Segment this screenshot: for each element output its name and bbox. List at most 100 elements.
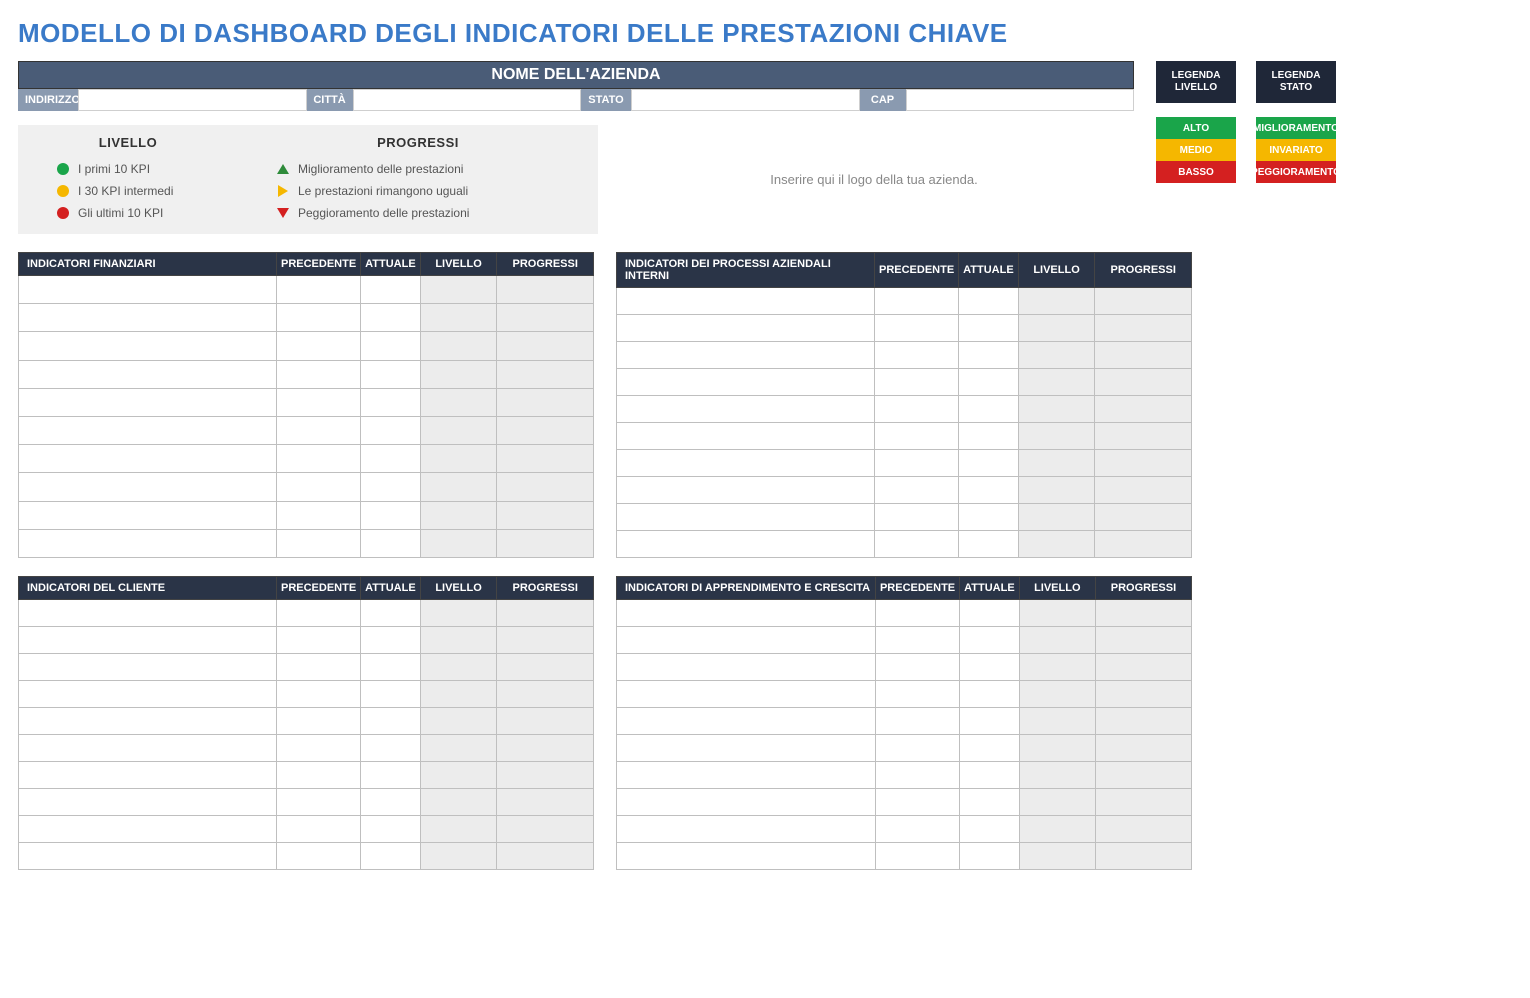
cell-curr[interactable] [959, 477, 1019, 504]
input-state[interactable] [631, 89, 860, 111]
cell-prev[interactable] [276, 304, 360, 332]
cell-prev[interactable] [874, 450, 958, 477]
cell-curr[interactable] [361, 627, 421, 654]
cell-prev[interactable] [875, 843, 959, 870]
cell-name[interactable] [617, 681, 876, 708]
cell-curr[interactable] [361, 816, 421, 843]
cell-name[interactable] [617, 654, 876, 681]
cell-name[interactable] [617, 735, 876, 762]
cell-prev[interactable] [276, 681, 360, 708]
cell-prev[interactable] [276, 843, 360, 870]
cell-prev[interactable] [276, 762, 360, 789]
cell-prev[interactable] [276, 473, 360, 501]
cell-prev[interactable] [874, 504, 958, 531]
input-zip[interactable] [906, 89, 1135, 111]
cell-name[interactable] [617, 315, 875, 342]
cell-prev[interactable] [875, 681, 959, 708]
cell-prev[interactable] [874, 315, 958, 342]
cell-curr[interactable] [361, 360, 421, 388]
cell-prev[interactable] [276, 445, 360, 473]
cell-name[interactable] [19, 501, 277, 529]
cell-curr[interactable] [361, 735, 421, 762]
cell-prev[interactable] [874, 477, 958, 504]
cell-curr[interactable] [959, 423, 1019, 450]
cell-curr[interactable] [960, 843, 1020, 870]
cell-prev[interactable] [276, 789, 360, 816]
cell-name[interactable] [617, 816, 876, 843]
cell-prev[interactable] [276, 816, 360, 843]
cell-curr[interactable] [960, 600, 1020, 627]
cell-prev[interactable] [276, 654, 360, 681]
cell-curr[interactable] [959, 315, 1019, 342]
cell-curr[interactable] [960, 816, 1020, 843]
cell-name[interactable] [617, 342, 875, 369]
cell-curr[interactable] [361, 388, 421, 416]
cell-name[interactable] [19, 735, 277, 762]
cell-prev[interactable] [276, 708, 360, 735]
cell-name[interactable] [19, 843, 277, 870]
cell-name[interactable] [19, 681, 277, 708]
cell-prev[interactable] [276, 360, 360, 388]
cell-prev[interactable] [276, 416, 360, 444]
cell-curr[interactable] [361, 416, 421, 444]
cell-name[interactable] [19, 332, 277, 360]
cell-curr[interactable] [361, 529, 421, 557]
cell-name[interactable] [617, 531, 875, 558]
cell-name[interactable] [617, 477, 875, 504]
cell-curr[interactable] [361, 762, 421, 789]
cell-curr[interactable] [361, 600, 421, 627]
input-city[interactable] [353, 89, 582, 111]
cell-curr[interactable] [361, 654, 421, 681]
cell-curr[interactable] [361, 681, 421, 708]
cell-name[interactable] [617, 789, 876, 816]
cell-name[interactable] [19, 360, 277, 388]
cell-curr[interactable] [959, 504, 1019, 531]
cell-curr[interactable] [361, 276, 421, 304]
cell-prev[interactable] [874, 531, 958, 558]
cell-prev[interactable] [875, 762, 959, 789]
cell-name[interactable] [19, 789, 277, 816]
cell-prev[interactable] [874, 423, 958, 450]
cell-name[interactable] [617, 627, 876, 654]
cell-name[interactable] [617, 369, 875, 396]
cell-prev[interactable] [875, 654, 959, 681]
cell-curr[interactable] [361, 445, 421, 473]
cell-curr[interactable] [960, 681, 1020, 708]
cell-name[interactable] [19, 816, 277, 843]
cell-name[interactable] [617, 708, 876, 735]
cell-curr[interactable] [960, 708, 1020, 735]
cell-curr[interactable] [960, 789, 1020, 816]
cell-prev[interactable] [276, 276, 360, 304]
cell-prev[interactable] [875, 735, 959, 762]
cell-prev[interactable] [874, 396, 958, 423]
cell-name[interactable] [19, 445, 277, 473]
cell-curr[interactable] [959, 531, 1019, 558]
cell-curr[interactable] [959, 450, 1019, 477]
cell-curr[interactable] [361, 501, 421, 529]
cell-curr[interactable] [960, 654, 1020, 681]
cell-prev[interactable] [875, 789, 959, 816]
cell-name[interactable] [19, 708, 277, 735]
cell-curr[interactable] [361, 332, 421, 360]
cell-prev[interactable] [874, 288, 958, 315]
cell-name[interactable] [19, 529, 277, 557]
cell-name[interactable] [617, 288, 875, 315]
cell-curr[interactable] [361, 304, 421, 332]
cell-prev[interactable] [874, 342, 958, 369]
cell-name[interactable] [19, 416, 277, 444]
cell-name[interactable] [19, 600, 277, 627]
cell-curr[interactable] [361, 789, 421, 816]
cell-curr[interactable] [959, 288, 1019, 315]
cell-name[interactable] [19, 654, 277, 681]
cell-curr[interactable] [959, 396, 1019, 423]
cell-name[interactable] [617, 600, 876, 627]
cell-prev[interactable] [276, 600, 360, 627]
cell-name[interactable] [617, 843, 876, 870]
cell-name[interactable] [617, 450, 875, 477]
cell-prev[interactable] [276, 735, 360, 762]
cell-name[interactable] [19, 304, 277, 332]
cell-curr[interactable] [959, 342, 1019, 369]
cell-curr[interactable] [960, 735, 1020, 762]
cell-name[interactable] [617, 762, 876, 789]
cell-prev[interactable] [875, 816, 959, 843]
